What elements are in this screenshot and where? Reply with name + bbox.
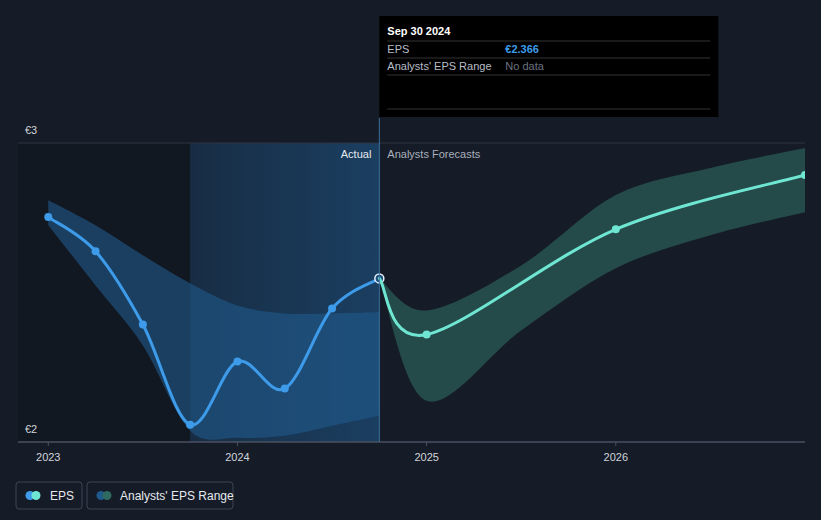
tooltip-value: No data xyxy=(505,60,544,72)
grid-line xyxy=(18,143,805,144)
x-tick xyxy=(615,442,616,446)
tooltip-label: Analysts' EPS Range xyxy=(387,60,491,72)
tooltip-value: €2.366 xyxy=(505,43,539,55)
range-band xyxy=(48,200,379,439)
series-marker xyxy=(186,421,194,429)
series-marker xyxy=(801,171,805,179)
legend-icon xyxy=(32,491,41,500)
series-marker xyxy=(281,385,289,393)
plot-area xyxy=(44,148,805,440)
x-tick-label: 2025 xyxy=(414,451,438,463)
x-tick xyxy=(237,442,238,446)
series-marker xyxy=(328,305,336,313)
x-tick xyxy=(48,442,49,446)
x-tick xyxy=(426,442,427,446)
legend-box xyxy=(16,482,82,509)
legend-label: Analysts' EPS Range xyxy=(120,489,234,503)
y-tick-label: €3 xyxy=(25,124,37,136)
legend-icon xyxy=(103,491,112,500)
tooltip-label: EPS xyxy=(387,43,409,55)
x-axis-line xyxy=(18,442,805,443)
series-marker xyxy=(423,331,431,339)
tooltip-sep xyxy=(387,109,710,110)
series-line xyxy=(48,217,379,425)
annotation: Actual xyxy=(341,148,372,160)
tooltip-sep xyxy=(387,58,710,59)
annotation: Analysts Forecasts xyxy=(387,148,480,160)
grid-line xyxy=(18,442,805,443)
background xyxy=(0,0,821,520)
legend-label: EPS xyxy=(50,489,74,503)
tooltip-sep xyxy=(387,41,710,42)
divider xyxy=(379,118,380,442)
y-tick-label: €2 xyxy=(25,423,37,435)
chart: €2 €3 2023 2024 2025 2026 Actual Analysts Forec… xyxy=(0,0,821,520)
tooltip-title: Sep 30 2024 xyxy=(387,25,451,37)
x-tick-label: 2024 xyxy=(225,451,249,463)
x-tick-label: 2023 xyxy=(36,451,60,463)
series-marker xyxy=(139,321,147,329)
series-line xyxy=(379,175,805,335)
tooltip-box xyxy=(379,16,718,117)
series-marker xyxy=(44,213,52,221)
x-tick-label: 2026 xyxy=(604,451,628,463)
range-band xyxy=(379,148,805,402)
tooltip-sep xyxy=(387,75,710,76)
series-marker xyxy=(92,247,100,255)
series-marker xyxy=(233,357,241,365)
series-marker xyxy=(612,225,620,233)
